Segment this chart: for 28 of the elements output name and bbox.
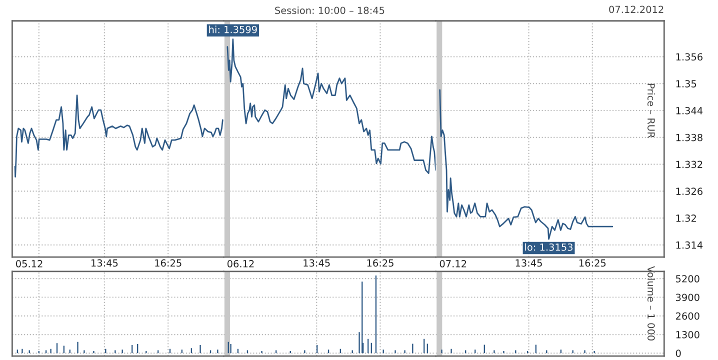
x-tick-label: 16:25 — [579, 259, 606, 267]
y-tick-label: 3900 — [676, 294, 700, 302]
x-tick-label: 16:25 — [367, 259, 394, 267]
y-axis-title: Volume – 1 000 — [647, 266, 656, 340]
x-axis-title: 05.12 — [16, 260, 42, 268]
y-tick-label: 1.314 — [676, 241, 703, 249]
y-tick-label: 1.332 — [676, 160, 702, 168]
y-tick-label: 1.32 — [676, 214, 696, 222]
y-tick-label: 5200 — [676, 275, 700, 282]
y-tick-label: 1300 — [676, 331, 700, 338]
annotation: lo: 1.3153 — [525, 243, 573, 251]
y-tick-label: 0 — [676, 350, 681, 358]
text: 07.12.2012 — [609, 6, 664, 14]
y-tick-label: 1.344 — [676, 106, 703, 114]
x-tick-label: 13:45 — [304, 259, 330, 267]
y-tick-label: 1.326 — [676, 188, 702, 195]
y-tick-label: 1.356 — [676, 53, 702, 61]
x-axis-title: 07.12 — [440, 260, 466, 268]
annotation: hi: 1.3599 — [209, 26, 257, 34]
y-tick-label: 2600 — [676, 312, 700, 320]
x-tick-label: 16:25 — [155, 259, 182, 267]
x-axis-title: 06.12 — [227, 260, 254, 268]
y-tick-label: 1.35 — [676, 80, 696, 88]
x-tick-label: 13:45 — [516, 259, 542, 267]
y-tick-label: 1.338 — [676, 134, 702, 142]
y-axis-title: Price – RUR — [647, 84, 656, 138]
x-tick-label: 13:45 — [92, 259, 118, 267]
chart-title: Session: 10:00 – 18:45 — [275, 6, 384, 14]
